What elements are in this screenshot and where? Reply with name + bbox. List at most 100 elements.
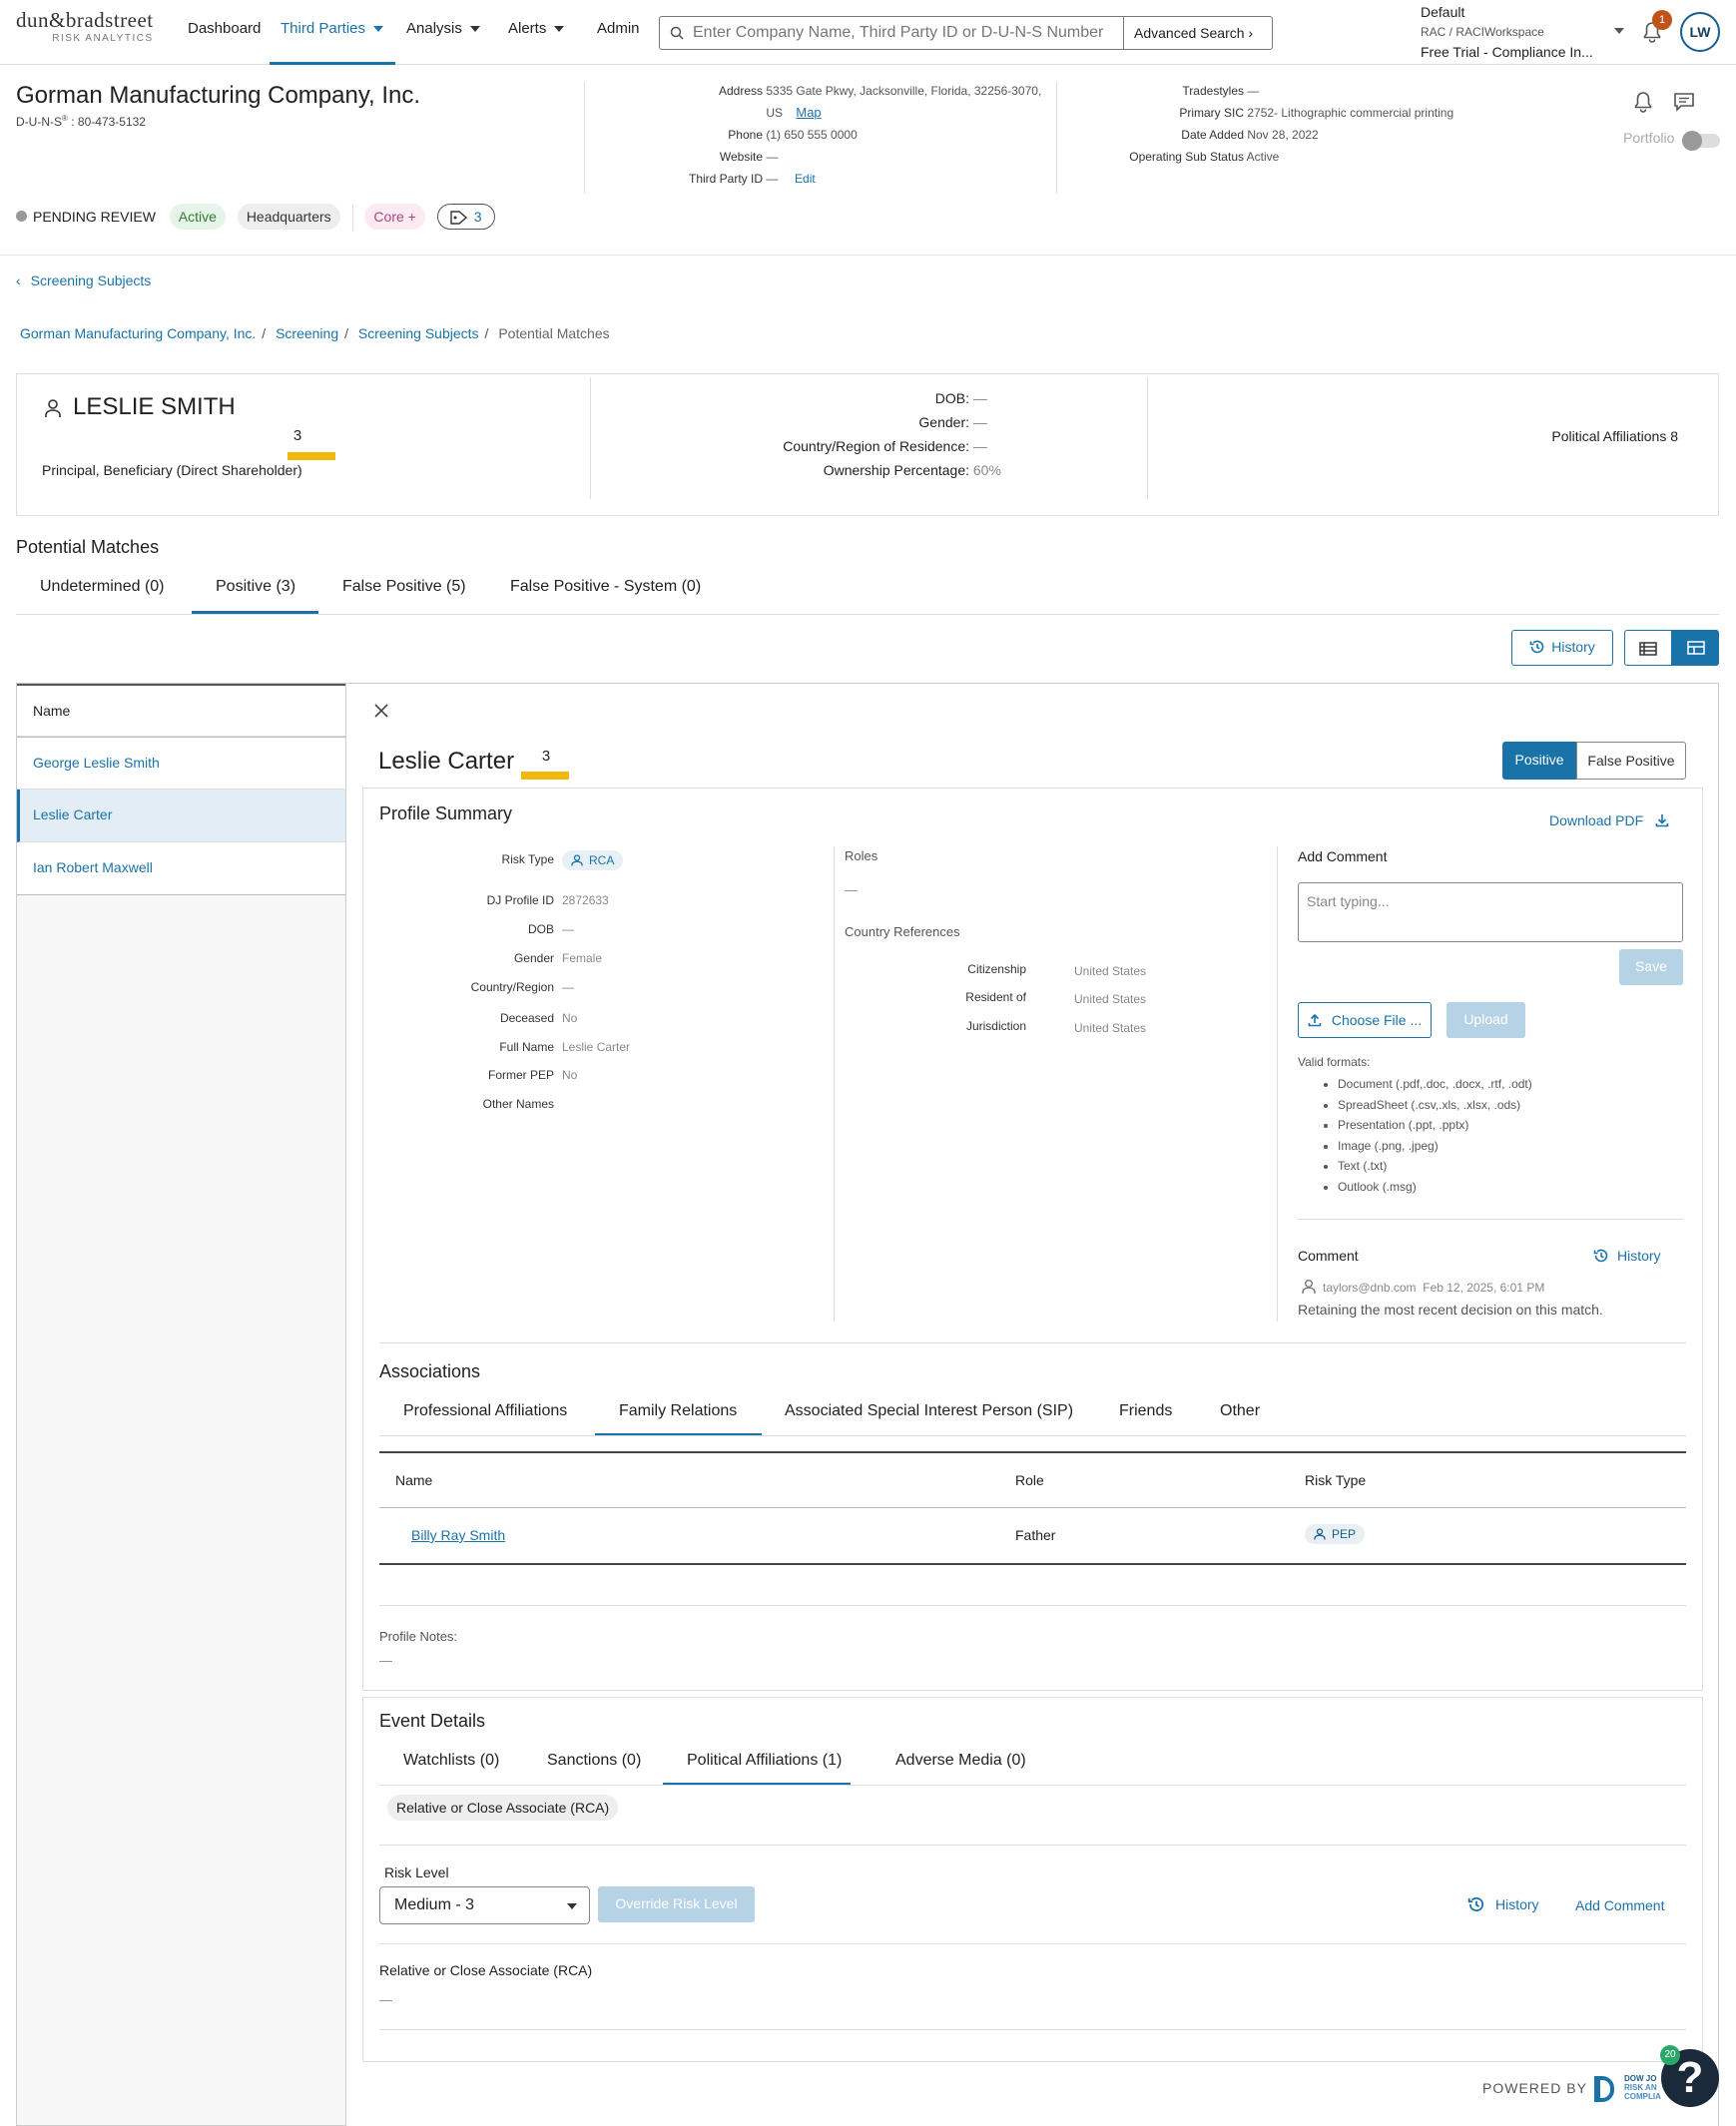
tab-positive[interactable]: Positive (3) xyxy=(216,578,296,595)
split-view-toggle[interactable] xyxy=(1672,630,1719,666)
history-button[interactable]: History xyxy=(1511,630,1613,666)
history-icon xyxy=(1593,1249,1608,1263)
tab-watchlists[interactable]: Watchlists (0) xyxy=(403,1752,500,1769)
match-name: Ian Robert Maxwell xyxy=(33,859,153,875)
primary-sic-label: Primary SIC xyxy=(1179,106,1244,120)
event-tabs: Watchlists (0) Sanctions (0) Political A… xyxy=(379,1752,1686,1786)
tab-false-positive[interactable]: False Positive (5) xyxy=(342,578,466,595)
country-references: Citizenship United States Resident of Un… xyxy=(845,960,1146,1050)
save-comment-button[interactable]: Save xyxy=(1619,949,1683,985)
download-icon xyxy=(1655,814,1669,827)
risk-type-label: Risk Type xyxy=(501,852,554,866)
download-pdf-label: Download PDF xyxy=(1549,812,1644,828)
other-names-label: Other Names xyxy=(482,1097,554,1111)
back-link[interactable]: ‹ Screening Subjects xyxy=(16,272,151,288)
duns-registered-mark: ® xyxy=(62,114,68,123)
global-search[interactable]: Enter Company Name, Third Party ID or D-… xyxy=(659,16,1273,50)
download-pdf-link[interactable]: Download PDF xyxy=(1549,812,1669,828)
status-dot-icon xyxy=(16,211,27,222)
workspace-selector[interactable]: Default RAC / RACIWorkspace Free Trial -… xyxy=(1421,2,1624,62)
tab-sanctions[interactable]: Sanctions (0) xyxy=(547,1752,642,1769)
upload-button[interactable]: Upload xyxy=(1447,1002,1525,1038)
breadcrumb: Gorman Manufacturing Company, Inc. / Scre… xyxy=(20,325,610,341)
user-avatar[interactable]: LW xyxy=(1680,12,1720,52)
nav-analysis[interactable]: Analysis xyxy=(406,20,480,37)
close-icon[interactable] xyxy=(374,704,388,718)
portfolio-toggle[interactable] xyxy=(1682,131,1720,151)
divider xyxy=(379,1785,1686,1786)
date-added-label: Date Added xyxy=(1181,128,1244,142)
list-view-toggle[interactable] xyxy=(1624,630,1672,666)
deceased-value: No xyxy=(562,1011,578,1025)
score-bar xyxy=(288,452,335,460)
comment-textarea[interactable]: Start typing... xyxy=(1298,882,1683,942)
nav-alerts[interactable]: Alerts xyxy=(508,20,565,37)
dnb-logo[interactable]: dun&bradstreet RISK ANALYTICS xyxy=(16,10,154,44)
split-view-icon xyxy=(1686,641,1705,655)
phone-value: (1) 650 555 0000 xyxy=(766,128,858,142)
edit-third-party-id-link[interactable]: Edit xyxy=(795,172,816,186)
divider xyxy=(379,1845,1686,1846)
tab-false-positive-system[interactable]: False Positive - System (0) xyxy=(510,578,702,595)
tab-friends[interactable]: Friends xyxy=(1119,1402,1173,1419)
divider xyxy=(1298,1219,1683,1220)
company-status-row: PENDING REVIEW Active Headquarters Core … xyxy=(16,204,503,234)
advanced-search-button[interactable]: Advanced Search › xyxy=(1123,17,1273,49)
breadcrumb-screening[interactable]: Screening xyxy=(276,325,339,341)
core-plus-badge: Core + xyxy=(364,204,425,230)
list-item[interactable]: George Leslie Smith xyxy=(17,737,345,790)
tab-undetermined[interactable]: Undetermined (0) xyxy=(40,578,165,595)
nav-third-parties-label: Third Parties xyxy=(281,20,366,37)
match-name: George Leslie Smith xyxy=(33,755,160,771)
logo-text: dun&bradstreet xyxy=(16,8,154,32)
comment-history-link[interactable]: History xyxy=(1593,1248,1661,1264)
search-icon xyxy=(670,26,684,40)
search-input[interactable]: Enter Company Name, Third Party ID or D-… xyxy=(693,24,1104,41)
breadcrumb-company[interactable]: Gorman Manufacturing Company, Inc. xyxy=(20,325,257,341)
resident-of-label: Resident of xyxy=(965,990,1026,1004)
divider xyxy=(16,614,1719,615)
tab-other[interactable]: Other xyxy=(1220,1402,1261,1419)
list-item-selected[interactable]: Leslie Carter xyxy=(17,790,345,842)
tab-associated-sip[interactable]: Associated Special Interest Person (SIP) xyxy=(785,1402,1074,1419)
breadcrumb-screening-subjects[interactable]: Screening Subjects xyxy=(357,325,479,341)
risk-add-comment-link[interactable]: Add Comment xyxy=(1575,1897,1665,1913)
map-link[interactable]: Map xyxy=(796,105,822,120)
nav-dashboard[interactable]: Dashboard xyxy=(188,20,262,37)
chevron-down-icon xyxy=(567,1903,577,1909)
monitor-bell-icon[interactable] xyxy=(1633,91,1653,113)
company-name: Gorman Manufacturing Company, Inc. xyxy=(16,82,421,109)
active-tab-indicator xyxy=(595,1433,762,1436)
risk-history-link[interactable]: History xyxy=(1467,1895,1539,1913)
tags-button[interactable]: 3 xyxy=(436,204,495,231)
nav-third-parties[interactable]: Third Parties xyxy=(281,20,384,37)
tab-adverse-media[interactable]: Adverse Media (0) xyxy=(895,1752,1026,1769)
match-status-tabs: Undetermined (0) Positive (3) False Posi… xyxy=(0,578,1719,614)
column-header-risk-type: Risk Type xyxy=(1305,1472,1367,1488)
gender-label: Gender xyxy=(513,951,554,965)
override-risk-level-button[interactable]: Override Risk Level xyxy=(598,1886,755,1922)
profile-fields: Risk Type RCA DJ Profile ID 2872633 DOB … xyxy=(379,848,819,1318)
subject-details: DOB: — Gender: — Country/Region of Resid… xyxy=(606,386,1005,482)
country-value: — xyxy=(972,438,987,454)
tab-political-affiliations[interactable]: Political Affiliations (1) xyxy=(687,1752,843,1769)
third-party-id-value: — xyxy=(766,172,779,186)
choose-file-button[interactable]: Choose File ... xyxy=(1298,1002,1432,1038)
risk-level-select[interactable]: Medium - 3 xyxy=(379,1886,590,1924)
powered-by-label: POWERED BY xyxy=(1482,2080,1587,2096)
list-item[interactable]: Ian Robert Maxwell xyxy=(17,842,345,895)
tab-professional-affiliations[interactable]: Professional Affiliations xyxy=(403,1402,568,1419)
tab-family-relations[interactable]: Family Relations xyxy=(619,1402,738,1419)
valid-formats-label: Valid formats: xyxy=(1298,1055,1371,1069)
top-navigation: dun&bradstreet RISK ANALYTICS Dashboard … xyxy=(0,0,1736,65)
false-positive-button[interactable]: False Positive xyxy=(1576,742,1686,780)
comment-placeholder: Start typing... xyxy=(1307,893,1390,909)
country-references-label: Country References xyxy=(845,924,960,939)
positive-button[interactable]: Positive xyxy=(1502,742,1576,780)
nav-admin[interactable]: Admin xyxy=(597,20,640,37)
association-name-link[interactable]: Billy Ray Smith xyxy=(411,1527,506,1543)
political-affiliations-count: Political Affiliations 8 xyxy=(1551,428,1678,444)
comments-icon[interactable] xyxy=(1673,92,1695,112)
potential-matches-title: Potential Matches xyxy=(16,537,160,557)
divider xyxy=(584,82,585,194)
